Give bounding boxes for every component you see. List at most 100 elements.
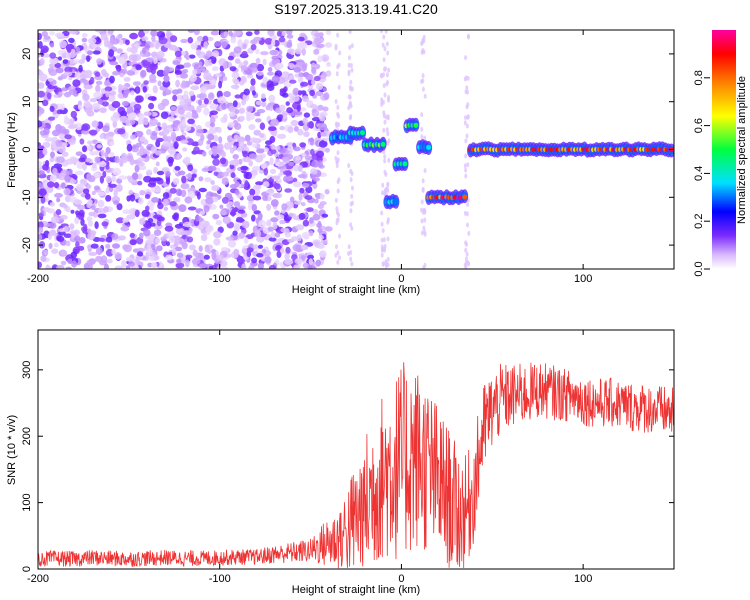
spectrogram-cell <box>293 146 301 152</box>
spectrogram-cell <box>421 73 425 79</box>
spectrogram-cell <box>268 237 277 242</box>
spectrogram-cell <box>253 129 261 136</box>
spectrogram-cell <box>147 96 157 101</box>
spectrogram-cell <box>71 260 77 268</box>
spectrogram-cell <box>177 107 185 115</box>
spectrogram-cell <box>107 30 114 35</box>
spectrogram-cell <box>91 120 99 128</box>
spectrogram-cell <box>183 94 188 100</box>
spectrogram-cell <box>69 123 78 129</box>
spectrogram-cell <box>150 67 156 75</box>
spectrogram-cell <box>166 136 172 143</box>
spectrogram-cell <box>211 57 217 64</box>
spectrogram-cell <box>64 195 72 203</box>
spectrogram-cell <box>259 122 266 130</box>
spectrogram-cell <box>123 77 131 82</box>
spectrogram-cell <box>149 43 155 48</box>
spectrogram-cell <box>172 60 181 66</box>
spectrogram-cell <box>111 90 117 96</box>
spectrogram-cell <box>183 221 193 228</box>
spectrogram-cell <box>81 33 88 38</box>
spectrogram-cell <box>208 265 213 269</box>
spectrogram-cell <box>92 162 97 169</box>
spectrogram-cell <box>86 110 95 117</box>
spectrogram-cell <box>111 233 119 240</box>
spectrogram-cell <box>74 217 80 225</box>
y-tick-label: 0 <box>21 566 33 572</box>
spectrogram-cell <box>301 231 310 240</box>
spectrogram-cell <box>239 115 245 122</box>
spectrogram-cell <box>298 164 303 172</box>
spectrogram-cell <box>466 222 469 228</box>
spectrogram-cell <box>187 206 197 211</box>
spectrogram-cell <box>58 230 66 236</box>
spectrogram-cell <box>306 265 316 269</box>
spectrogram-cell <box>69 156 78 164</box>
spectrogram-cell <box>38 160 42 168</box>
spectrogram-cell <box>274 145 281 150</box>
spectrogram-cell <box>38 82 45 89</box>
spectrogram-cell <box>181 234 187 240</box>
spectrogram-cell <box>255 57 261 65</box>
spectrogram-cell <box>318 235 324 240</box>
colorbar-tick-label: 0.2 <box>693 214 705 229</box>
spectrogram-cell <box>271 39 276 47</box>
spectrogram-cell <box>42 53 51 58</box>
spectrogram-cell <box>319 193 325 200</box>
spectrogram-cell <box>190 43 198 50</box>
spectrogram-cell <box>86 201 92 209</box>
spectrogram-cell <box>212 50 220 58</box>
spectrogram-cell <box>134 164 140 173</box>
spectrogram-cell <box>207 139 212 145</box>
spectrogram-cell <box>68 168 73 176</box>
spectrogram-cell <box>150 30 158 37</box>
spectrogram-cell <box>336 64 340 70</box>
spectrogram-cell <box>165 177 171 185</box>
snr-y-ticks: 0 100 200 300 <box>21 361 674 572</box>
spectrogram-cell <box>272 221 278 230</box>
spectrogram-cell <box>179 72 189 79</box>
spectrogram-cell <box>108 49 115 57</box>
spectrogram-cell <box>278 172 283 177</box>
spectrogram-cell <box>380 210 384 216</box>
spectrogram-cell <box>421 86 425 92</box>
spectrogram-cell <box>181 119 186 127</box>
spectrogram-cell <box>162 91 167 97</box>
spectrogram-cell <box>50 151 55 159</box>
spectrogram-cell <box>102 125 110 133</box>
spectrogram-cell <box>196 93 204 99</box>
spectrogram-cell <box>107 95 114 101</box>
spectrogram-cell <box>167 116 176 122</box>
spectrogram-cell <box>420 207 423 213</box>
spectrogram-cell <box>166 30 172 38</box>
spectrogram-cell <box>232 154 239 160</box>
spectrogram-cell <box>222 171 229 177</box>
spectrogram-cell <box>146 169 153 176</box>
spectrogram-cell <box>283 86 288 92</box>
spectrogram-cell <box>305 73 314 81</box>
spectrogram-cell <box>294 111 303 116</box>
spectrogram-cell <box>387 157 391 163</box>
spectrogram-cell <box>255 181 264 186</box>
spectrogram-cell <box>463 163 467 169</box>
spectrogram-cell <box>273 192 283 199</box>
spectrogram-cell <box>49 31 56 36</box>
spectrogram-cell <box>348 55 351 61</box>
spectrogram-cell <box>336 188 340 194</box>
spectrogram-cell <box>169 201 177 207</box>
spectrogram-cell <box>172 94 178 102</box>
spectrogram-cell <box>467 261 471 267</box>
spectrogram-cell <box>185 55 190 61</box>
spectrogram-cell <box>413 122 419 128</box>
spectrogram-cell <box>135 142 142 148</box>
spectrogram-cell <box>65 240 71 247</box>
spectrogram-cell <box>464 256 468 262</box>
spectrogram-cell <box>298 90 302 96</box>
spectrogram-cell <box>111 100 121 109</box>
spectrogram-cell <box>198 61 203 67</box>
spectrogram-cell <box>89 98 98 103</box>
spectrogram-cell <box>57 91 63 98</box>
spectrogram-cell <box>305 186 313 194</box>
spectrogram-cell <box>40 45 49 54</box>
spectrogram-cell <box>122 217 130 223</box>
